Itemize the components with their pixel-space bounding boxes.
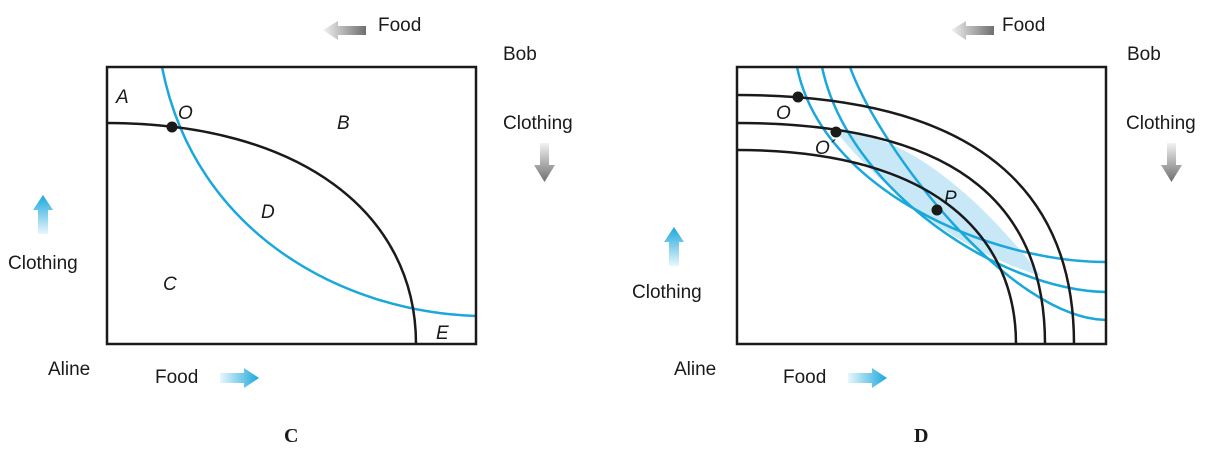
left-arrow-icon — [323, 21, 366, 40]
right-clothing-label: Clothing — [1126, 113, 1196, 134]
left-clothing-label: Clothing — [632, 282, 702, 303]
right-arrow-icon — [848, 368, 887, 388]
region-c-label: C — [163, 274, 177, 295]
aline-label: Aline — [48, 359, 91, 380]
left-clothing-label: Clothing — [8, 253, 78, 274]
bob-label: Bob — [1127, 44, 1161, 65]
point-o — [792, 91, 804, 103]
down-arrow-icon — [534, 143, 555, 182]
point-o-label: O — [178, 103, 193, 124]
bob-indifference-curve-2 — [737, 121, 1047, 344]
panel-c-caption: C — [284, 425, 299, 447]
right-arrow-icon — [220, 368, 259, 388]
point-p — [931, 204, 943, 216]
up-arrow-icon — [33, 195, 53, 234]
left-arrow-icon — [951, 21, 994, 40]
edgeworth-box-frame — [735, 65, 1108, 346]
aline-indifference-curve-2 — [820, 67, 1106, 294]
bottom-food-label: Food — [155, 367, 199, 388]
bob-label: Bob — [503, 44, 537, 65]
panel-d — [664, 21, 1182, 388]
region-e-label: E — [436, 323, 449, 344]
point-p-label: P — [944, 188, 957, 209]
top-food-label: Food — [378, 15, 422, 36]
region-d-label: D — [261, 202, 275, 223]
bob-indifference-curve — [107, 121, 418, 344]
top-food-label: Food — [1002, 15, 1046, 36]
region-a-label: A — [116, 87, 129, 108]
bob-indifference-curve-1 — [737, 93, 1076, 344]
down-arrow-icon — [1161, 143, 1182, 182]
aline-indifference-curve — [160, 67, 476, 318]
up-arrow-icon — [664, 227, 684, 266]
bob-indifference-curve-3 — [737, 148, 1018, 344]
point-o-label: O — [776, 103, 791, 124]
edgeworth-box-frame — [105, 65, 478, 346]
point-o — [166, 121, 178, 133]
point-o-prime — [830, 126, 842, 138]
panel-c — [33, 21, 555, 388]
contract-lens-shading — [836, 132, 1041, 276]
point-o-prime-label: O´ — [815, 138, 837, 159]
aline-label: Aline — [674, 359, 717, 380]
region-b-label: B — [337, 113, 350, 134]
right-clothing-label: Clothing — [503, 113, 573, 134]
aline-indifference-curve-3 — [848, 67, 1106, 322]
bottom-food-label: Food — [783, 367, 827, 388]
panel-d-caption: D — [914, 425, 929, 447]
